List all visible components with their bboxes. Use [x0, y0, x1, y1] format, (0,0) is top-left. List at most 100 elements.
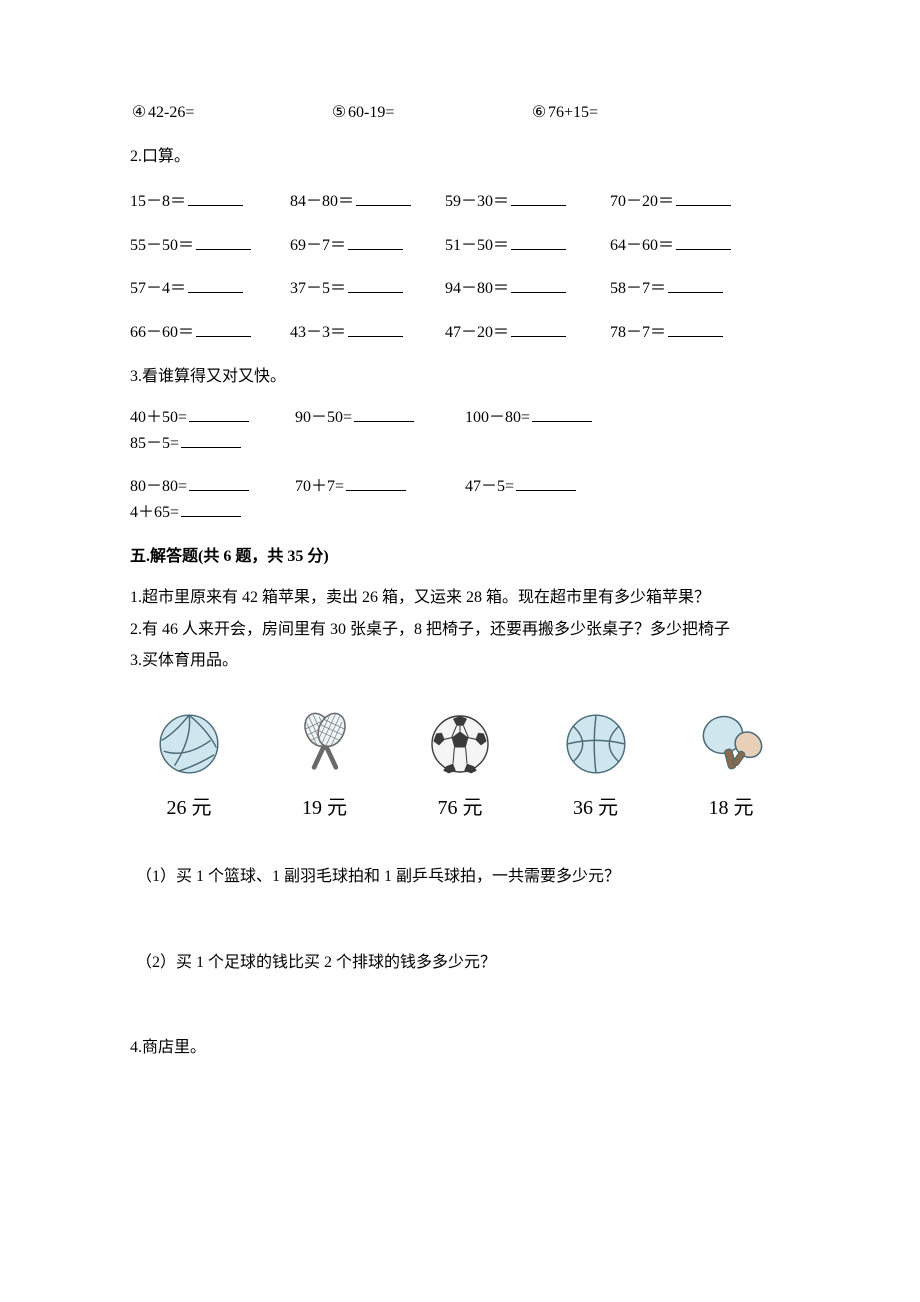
- answer-blank[interactable]: [511, 190, 566, 206]
- answer-blank[interactable]: [181, 501, 241, 517]
- volleyball-icon: [149, 704, 229, 784]
- q3-label: 3.买体育用品。: [130, 648, 790, 674]
- circled-number: ④: [130, 100, 148, 126]
- pingpong-paddles-icon: [691, 704, 771, 784]
- calc-expr: 58－7＝: [610, 276, 666, 302]
- answer-blank[interactable]: [189, 475, 249, 491]
- calc-cell: 70－20＝: [610, 189, 760, 215]
- circled-eq: ④42-26=: [130, 100, 330, 126]
- answer-blank[interactable]: [348, 321, 403, 337]
- answer-blank[interactable]: [511, 234, 566, 250]
- equation-text: 76+15=: [548, 100, 598, 126]
- answer-blank[interactable]: [676, 190, 731, 206]
- calc-row: 80－80= 70＋7= 47－5= 4＋65=: [130, 474, 790, 525]
- answer-blank[interactable]: [668, 321, 723, 337]
- calc-cell: 59－30＝: [445, 189, 610, 215]
- calc-expr: 4＋65=: [130, 500, 179, 526]
- calc-row: 66－60＝43－3＝ 47－20＝78－7＝: [130, 320, 790, 346]
- answer-blank[interactable]: [189, 406, 249, 422]
- answer-blank[interactable]: [348, 277, 403, 293]
- calc-expr: 64－60＝: [610, 233, 674, 259]
- price-pingpong: 18 元: [676, 792, 786, 824]
- sport-basketball: [541, 704, 651, 784]
- calc-cell: 70＋7=: [295, 474, 465, 500]
- calc-expr: 59－30＝: [445, 189, 509, 215]
- q2-text: 2.有 46 人来开会，房间里有 30 张桌子，8 把椅子，还要再搬多少张桌子？…: [130, 617, 790, 643]
- calc-cell: 58－7＝: [610, 276, 760, 302]
- calc-expr: 85－5=: [130, 431, 179, 457]
- calc-cell: 47－20＝: [445, 320, 610, 346]
- circled-number: ⑥: [530, 100, 548, 126]
- calc-cell: 85－5=: [130, 431, 280, 457]
- answer-blank[interactable]: [511, 321, 566, 337]
- calc-cell: 69－7＝: [290, 233, 445, 259]
- calc-expr: 78－7＝: [610, 320, 666, 346]
- calc-cell: 64－60＝: [610, 233, 760, 259]
- section5-title: 五.解答题(共 6 题，共 35 分): [130, 544, 790, 570]
- sport-pingpong: [676, 704, 786, 784]
- calc-cell: 37－5＝: [290, 276, 445, 302]
- calc-expr: 70－20＝: [610, 189, 674, 215]
- answer-blank[interactable]: [532, 406, 592, 422]
- answer-blank[interactable]: [181, 432, 241, 448]
- calc-cell: 80－80=: [130, 474, 295, 500]
- calc-cell: 78－7＝: [610, 320, 760, 346]
- answer-blank[interactable]: [516, 475, 576, 491]
- answer-blank[interactable]: [188, 277, 243, 293]
- calc-cell: 55－50＝: [130, 233, 290, 259]
- sport-volleyball: [134, 704, 244, 784]
- answer-blank[interactable]: [668, 277, 723, 293]
- calc-expr: 80－80=: [130, 474, 187, 500]
- answer-blank[interactable]: [196, 321, 251, 337]
- q4-label: 4.商店里。: [130, 1035, 790, 1061]
- price-basketball: 36 元: [541, 792, 651, 824]
- calc-cell: 100－80=: [465, 405, 645, 431]
- calc-expr: 55－50＝: [130, 233, 194, 259]
- calc-expr: 51－50＝: [445, 233, 509, 259]
- calc-expr: 43－3＝: [290, 320, 346, 346]
- answer-blank[interactable]: [346, 475, 406, 491]
- answer-blank[interactable]: [188, 190, 243, 206]
- soccer-ball-icon: [420, 704, 500, 784]
- calc-expr: 100－80=: [465, 405, 530, 431]
- basketball-icon: [556, 704, 636, 784]
- calc-expr: 90－50=: [295, 405, 352, 431]
- answer-blank[interactable]: [676, 234, 731, 250]
- equation-text: 42-26=: [148, 100, 194, 126]
- calc-row: 57－4＝ 37－5＝ 94－80＝58－7＝: [130, 276, 790, 302]
- calc-cell: 57－4＝: [130, 276, 290, 302]
- answer-blank[interactable]: [196, 234, 251, 250]
- answer-blank[interactable]: [511, 277, 566, 293]
- answer-blank[interactable]: [354, 406, 414, 422]
- circled-number: ⑤: [330, 100, 348, 126]
- p2-label: 2.口算。: [130, 144, 790, 170]
- calc-cell: 51－50＝: [445, 233, 610, 259]
- calc-cell: 90－50=: [295, 405, 465, 431]
- circled-eq: ⑥76+15=: [530, 100, 730, 126]
- calc-expr: 70＋7=: [295, 474, 344, 500]
- calc-expr: 15－8＝: [130, 189, 186, 215]
- equation-text: 60-19=: [348, 100, 394, 126]
- price-volleyball: 26 元: [134, 792, 244, 824]
- calc-row: 55－50＝ 69－7＝ 51－50＝ 64－60＝: [130, 233, 790, 259]
- q1-text: 1.超市里原来有 42 箱苹果，卖出 26 箱，又运来 28 箱。现在超市里有多…: [130, 585, 790, 611]
- p2-rows: 15－8＝84－80＝59－30＝70－20＝55－50＝69－7＝51－50＝…: [130, 189, 790, 345]
- calc-row: 15－8＝84－80＝59－30＝70－20＝: [130, 189, 790, 215]
- sports-row: [130, 704, 790, 784]
- badminton-rackets-icon: [285, 704, 365, 784]
- answer-blank[interactable]: [348, 234, 403, 250]
- calc-expr: 57－4＝: [130, 276, 186, 302]
- q3-sub1: （1）买 1 个篮球、1 副羽毛球拍和 1 副乒乓球拍，一共需要多少元？: [136, 864, 790, 890]
- sport-soccer: [405, 704, 515, 784]
- p3-rows: 40＋50= 90－50= 100－80= 85－5= 80－80= 70＋7= 47－5=…: [130, 405, 790, 525]
- answer-blank[interactable]: [356, 190, 411, 206]
- calc-expr: 40＋50=: [130, 405, 187, 431]
- calc-cell: 66－60＝: [130, 320, 290, 346]
- calc-expr: 69－7＝: [290, 233, 346, 259]
- calc-expr: 37－5＝: [290, 276, 346, 302]
- calc-cell: 47－5=: [465, 474, 645, 500]
- calc-cell: 94－80＝: [445, 276, 610, 302]
- circled-eq: ⑤60-19=: [330, 100, 530, 126]
- price-soccer: 76 元: [405, 792, 515, 824]
- sport-badminton: [270, 704, 380, 784]
